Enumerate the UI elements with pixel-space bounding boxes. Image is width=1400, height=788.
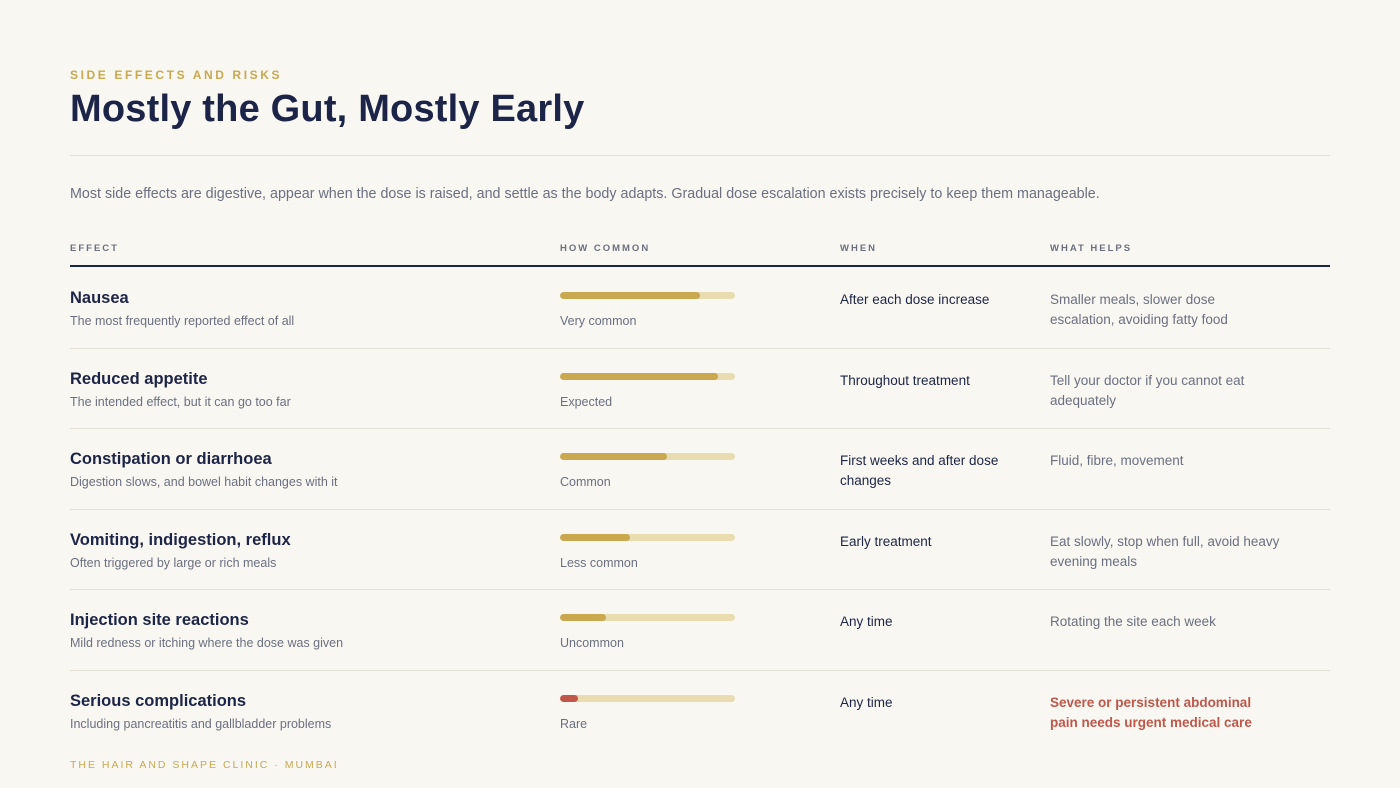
when: First weeks and after dose changes <box>840 453 999 489</box>
frequency-track <box>560 695 735 702</box>
effect-note: Mild redness or itching where the dose w… <box>70 636 344 651</box>
column-header: WHEN <box>840 243 878 254</box>
frequency-bar <box>560 695 578 702</box>
row-divider <box>70 670 1330 671</box>
divider <box>70 155 1330 156</box>
what-helps: Fluid, fibre, movement <box>1050 453 1184 469</box>
when: Any time <box>840 614 893 630</box>
frequency-track <box>560 614 735 622</box>
effect-note: Including pancreatitis and gallbladder p… <box>70 717 332 731</box>
effect-name: Reduced appetite <box>70 369 208 388</box>
column-header: EFFECT <box>70 243 119 254</box>
effect-note: The intended effect, but it can go too f… <box>70 394 291 409</box>
frequency-track <box>560 453 735 461</box>
frequency-label: Very common <box>560 314 637 328</box>
frequency-bar <box>560 533 630 541</box>
effect-name: Nausea <box>70 289 129 307</box>
row-divider <box>70 428 1330 430</box>
when: Early treatment <box>840 533 932 549</box>
what-helps: Rotating the site each week <box>1050 614 1216 630</box>
column-header: HOW COMMON <box>560 243 651 254</box>
when: Throughout treatment <box>840 372 970 388</box>
frequency-label: Common <box>560 475 611 490</box>
frequency-label: Uncommon <box>560 636 624 651</box>
when: After each dose increase <box>840 292 990 307</box>
title: Mostly the Gut, Mostly Early <box>70 88 585 130</box>
frequency-track <box>560 372 735 380</box>
footer: THE HAIR AND SHAPE CLINIC · MUMBAI <box>70 759 339 771</box>
effect-name: Injection site reactions <box>70 611 249 630</box>
eyebrow: SIDE EFFECTS AND RISKS <box>70 68 283 82</box>
frequency-bar <box>560 614 606 622</box>
effect-name: Constipation or diarrhoea <box>70 450 272 469</box>
frequency-bar <box>560 292 700 299</box>
frequency-label: Expected <box>560 394 613 409</box>
frequency-label: Less common <box>560 555 638 570</box>
row-divider <box>70 347 1330 349</box>
frequency-bar <box>560 453 667 461</box>
what-helps: Eat slowly, stop when full, avoid heavy … <box>1050 533 1280 569</box>
effect-name: Serious complications <box>70 692 247 710</box>
when: Any time <box>840 695 893 710</box>
frequency-track <box>560 533 735 541</box>
effect-name: Vomiting, indigestion, reflux <box>70 530 291 549</box>
intro: Most side effects are digestive, appear … <box>70 186 1100 202</box>
what-helps: Smaller meals, slower dose escalation, a… <box>1050 292 1228 327</box>
what-helps: Tell your doctor if you cannot eat adequ… <box>1050 372 1245 408</box>
what-helps: Severe or persistent abdominal pain need… <box>1050 695 1252 730</box>
row-divider <box>70 589 1330 591</box>
row-divider <box>70 508 1330 510</box>
header-rule <box>70 265 1330 267</box>
effect-note: Often triggered by large or rich meals <box>70 555 277 570</box>
frequency-track <box>560 292 735 299</box>
effect-note: Digestion slows, and bowel habit changes… <box>70 475 338 490</box>
column-header: WHAT HELPS <box>1050 243 1133 254</box>
frequency-bar <box>560 372 718 380</box>
effect-note: The most frequently reported effect of a… <box>70 314 295 328</box>
frequency-label: Rare <box>560 717 588 731</box>
